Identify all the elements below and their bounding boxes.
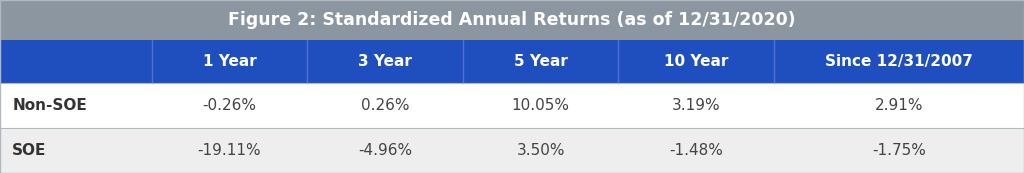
Bar — [0, 0, 1024, 40]
Text: 10 Year: 10 Year — [665, 54, 728, 69]
Text: -1.48%: -1.48% — [670, 143, 723, 158]
Text: 0.26%: 0.26% — [360, 98, 410, 113]
Text: 10.05%: 10.05% — [512, 98, 569, 113]
Text: -19.11%: -19.11% — [198, 143, 261, 158]
Text: 3.19%: 3.19% — [672, 98, 721, 113]
Text: -1.75%: -1.75% — [872, 143, 926, 158]
Text: 3.50%: 3.50% — [516, 143, 565, 158]
Bar — [0, 40, 1024, 83]
Text: 3 Year: 3 Year — [358, 54, 412, 69]
Text: 2.91%: 2.91% — [874, 98, 924, 113]
Text: SOE: SOE — [12, 143, 47, 158]
Text: Since 12/31/2007: Since 12/31/2007 — [825, 54, 973, 69]
Bar — [0, 128, 1024, 173]
Text: -0.26%: -0.26% — [203, 98, 256, 113]
Text: 5 Year: 5 Year — [514, 54, 567, 69]
Text: Figure 2: Standardized Annual Returns (as of 12/31/2020): Figure 2: Standardized Annual Returns (a… — [228, 11, 796, 29]
Text: 1 Year: 1 Year — [203, 54, 256, 69]
Text: -4.96%: -4.96% — [358, 143, 412, 158]
Bar — [0, 83, 1024, 128]
Text: Non-SOE: Non-SOE — [12, 98, 87, 113]
